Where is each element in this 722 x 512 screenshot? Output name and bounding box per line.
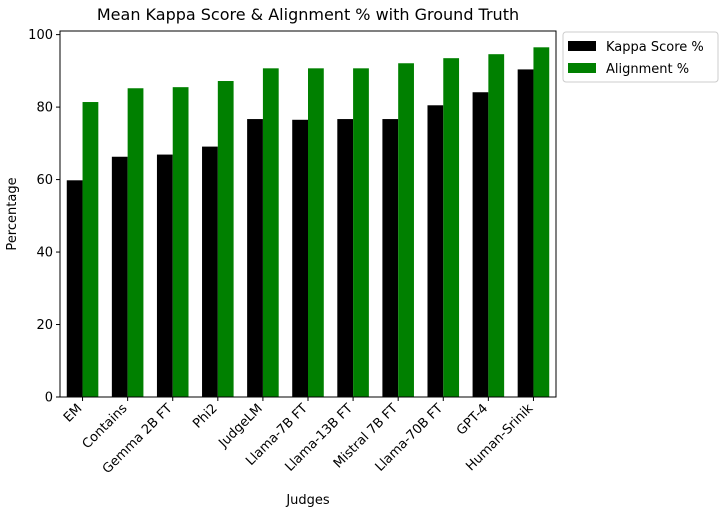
bar-alignment-mistral-7b-ft — [398, 63, 414, 397]
y-tick-label: 80 — [36, 101, 53, 116]
bar-kappa-score-llama-7b-ft — [292, 119, 308, 398]
bars-layer — [66, 47, 550, 398]
y-tick-label: 40 — [36, 246, 53, 261]
bar-kappa-score-mistral-7b-ft — [382, 119, 399, 397]
plot-area-frame — [59, 30, 557, 398]
y-tick-label: 20 — [36, 318, 53, 333]
bar-alignment-phi2 — [217, 81, 234, 397]
y-axis-ticks: 0 20 40 60 80 100 — [28, 28, 60, 406]
bar-alignment-llama-7b-ft — [308, 68, 324, 397]
bar-kappa-score-contains — [111, 156, 128, 397]
x-tick-label-em: EM — [61, 401, 85, 425]
bar-kappa-score-judgelm — [247, 119, 263, 397]
bar-alignment-contains — [127, 88, 144, 398]
bar-kappa-score-phi2 — [202, 146, 218, 397]
y-tick-label: 100 — [28, 28, 53, 43]
x-axis-label: Judges — [285, 493, 330, 508]
y-tick-label: 0 — [45, 391, 53, 406]
legend-label-alignment: Alignment % — [606, 62, 689, 77]
bar-kappa-score-llama-13b-ft — [337, 119, 354, 397]
y-tick-label: 60 — [36, 173, 53, 188]
bar-alignment-judgelm — [262, 68, 279, 397]
chart-title: Mean Kappa Score & Alignment % with Grou… — [97, 5, 519, 24]
y-axis-label: Percentage — [5, 177, 20, 250]
x-tick-label-phi2: Phi2 — [190, 401, 220, 431]
legend-box — [562, 31, 719, 83]
legend-swatch-alignment — [568, 63, 596, 73]
legend-label-kappa-score: Kappa Score % — [606, 40, 704, 55]
bar-alignment-gpt-4 — [488, 54, 505, 397]
bar-alignment-gemma-2b-ft — [172, 87, 189, 397]
bar-alignment-llama-70b-ft — [443, 58, 460, 397]
bar-kappa-score-gpt-4 — [472, 92, 489, 398]
bar-kappa-score-gemma-2b-ft — [156, 154, 173, 397]
bar-kappa-score-em — [66, 180, 83, 397]
bar-kappa-score-human-srinik — [517, 69, 534, 398]
bar-alignment-llama-13b-ft — [353, 68, 369, 397]
bar-alignment-em — [82, 102, 99, 397]
bar-kappa-score-llama-70b-ft — [427, 105, 444, 397]
x-tick-label-gpt-4: GPT-4 — [454, 401, 491, 438]
legend: Kappa Score % Alignment % — [562, 31, 719, 83]
bar-alignment-human-srinik — [533, 47, 550, 397]
legend-swatch-kappa-score — [568, 41, 596, 51]
